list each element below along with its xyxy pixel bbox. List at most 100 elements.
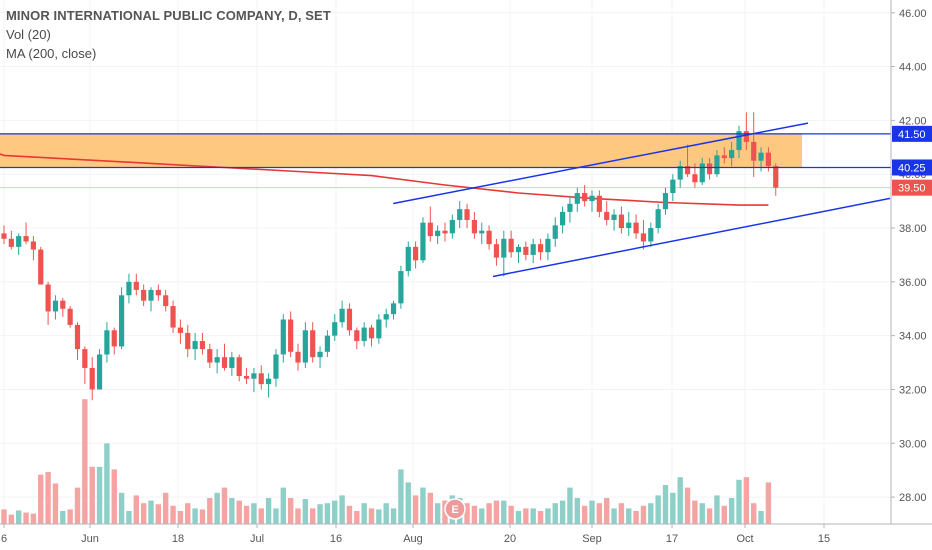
volume-bar (435, 503, 440, 524)
volume-bar (714, 495, 719, 524)
volume-bar (156, 504, 161, 524)
candle-body (23, 236, 28, 241)
volume-bar (90, 467, 95, 524)
volume-bar (75, 488, 80, 524)
volume-bar (494, 501, 499, 524)
candle-body (185, 333, 190, 349)
volume-bar (354, 511, 359, 524)
candle-body (229, 357, 234, 368)
candle-body (104, 330, 109, 354)
volume-bar (38, 475, 43, 524)
volume-bar (582, 506, 587, 524)
candle-body (362, 328, 367, 341)
price-tick-label: 44.00 (899, 62, 927, 74)
volume-bar (648, 503, 653, 524)
volume-bar (398, 469, 403, 524)
candle-body (751, 142, 756, 161)
candle-body (60, 301, 65, 309)
candle-body (163, 295, 168, 306)
candle-body (634, 223, 639, 234)
price-axis[interactable]: 28.0030.0032.0034.0036.0038.0040.0042.00… (891, 0, 927, 524)
candle-body (237, 357, 242, 376)
candle-body (406, 247, 411, 271)
price-tag-label: 39.50 (898, 183, 926, 195)
price-tick-label: 30.00 (899, 438, 927, 450)
volume-bar (384, 503, 389, 524)
candle-body (450, 220, 455, 233)
volume-bar (200, 509, 205, 524)
symbol-title[interactable]: MINOR INTERNATIONAL PUBLIC COMPANY, D, S… (6, 6, 331, 25)
volume-bar (479, 508, 484, 524)
volume-bar (126, 511, 131, 524)
volume-bar (751, 503, 756, 524)
volume-bar (141, 503, 146, 524)
candle-body (16, 236, 21, 247)
volume-bar (508, 506, 513, 524)
volume-bar (60, 511, 65, 524)
candle-body (692, 174, 697, 182)
candle-body (340, 309, 345, 322)
ma-indicator-label[interactable]: MA (200, close) (6, 44, 331, 63)
volume-bar (678, 477, 683, 524)
candle-body (288, 320, 293, 352)
volume-bar (545, 508, 550, 524)
time-axis[interactable]: 6 Jun 18 Jul 16 Aug 20 Sep 17 Oct 15 (0, 524, 932, 545)
volume-bar (251, 503, 256, 524)
volume-bar (406, 482, 411, 524)
candle-body (464, 209, 469, 220)
price-tick-label: 42.00 (899, 115, 927, 127)
candle-body (663, 193, 668, 209)
candle-body (295, 352, 300, 363)
volume-bar (361, 503, 366, 524)
candle-body (281, 320, 286, 355)
volume-bar (369, 508, 374, 524)
candle-body (575, 193, 580, 204)
volume-bar (413, 495, 418, 524)
candle-body (656, 209, 661, 228)
volume-bar (229, 498, 234, 524)
candle-body (46, 285, 51, 312)
volume-bar (597, 503, 602, 524)
volume-bar (332, 501, 337, 524)
candle-body (303, 330, 308, 362)
candle-body (75, 325, 80, 349)
volume-bar (325, 503, 330, 524)
candle-body (251, 373, 256, 378)
candle-body (428, 223, 433, 236)
earnings-marker[interactable]: E (445, 499, 465, 519)
volume-bar (604, 498, 609, 524)
volume-bar (281, 488, 286, 524)
candle-body (766, 153, 771, 166)
candle-body (457, 209, 462, 220)
volume-indicator-label[interactable]: Vol (20) (6, 25, 331, 44)
volume-bar (192, 508, 197, 524)
volume-bar (641, 506, 646, 524)
volume-bar (244, 506, 249, 524)
candle-body (420, 223, 425, 261)
volume-bar (729, 498, 734, 524)
volume-bar (744, 477, 749, 524)
volume-bar (633, 511, 638, 524)
volume-bar (310, 508, 315, 524)
candle-body (148, 290, 153, 301)
candlestick-chart[interactable]: 28.0030.0032.0034.0036.0038.0040.0042.00… (0, 0, 932, 550)
candle-body (82, 349, 87, 368)
volume-bar (207, 498, 212, 524)
candle-body (332, 322, 337, 335)
volume-bar (82, 399, 87, 524)
volume-bar (185, 503, 190, 524)
time-tick-label: Jun (81, 533, 99, 545)
volume-bar (700, 503, 705, 524)
volume-bar (758, 511, 763, 524)
volume-bar (163, 493, 168, 524)
volume-bar (339, 495, 344, 524)
volume-bar (501, 501, 506, 524)
candle-body (68, 309, 73, 325)
candle-body (112, 330, 117, 346)
volume-bar (391, 508, 396, 524)
candle-body (619, 215, 624, 228)
candle-body (670, 180, 675, 193)
candle-body (597, 196, 602, 212)
candle-body (509, 239, 514, 252)
volume-bar (707, 508, 712, 524)
